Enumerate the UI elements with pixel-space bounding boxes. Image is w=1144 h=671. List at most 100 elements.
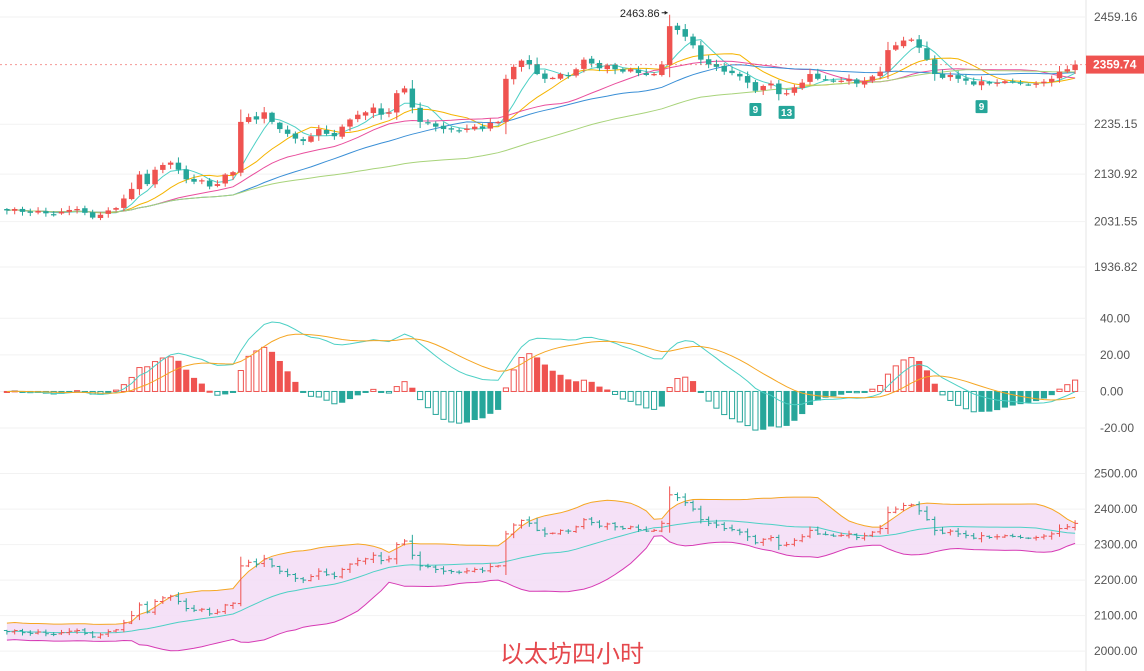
price-tick-label: 1936.82 (1094, 260, 1138, 274)
macd-histogram-bar (222, 390, 229, 395)
macd-histogram-bar (884, 373, 892, 392)
macd-histogram-bar (432, 390, 439, 415)
macd-tick-label: 20.00 (1100, 348, 1130, 362)
candle-body (838, 80, 844, 82)
candle-body (916, 39, 922, 48)
macd-histogram-bar (362, 390, 369, 393)
macd-histogram-bar (877, 384, 884, 392)
candle-body (35, 210, 41, 213)
candle-body (66, 209, 73, 212)
candle-body (27, 211, 34, 213)
macd-histogram-bar (198, 383, 205, 392)
ma-line-2 (6, 53, 1076, 214)
macd-histogram-bar (206, 390, 213, 393)
macd-histogram-bar (315, 390, 322, 398)
macd-histogram-bar (300, 390, 307, 393)
candle-body (409, 88, 416, 108)
candle-body (316, 129, 322, 136)
boll-tick-label: 2500.00 (1094, 467, 1138, 481)
candle-body (581, 59, 587, 69)
candle-body (900, 40, 907, 47)
candle-body (238, 121, 244, 173)
macd-histogram-bar (666, 387, 673, 392)
candle-body (1009, 81, 1016, 83)
candle-body (362, 112, 369, 116)
macd-histogram-bar (183, 369, 190, 392)
boll-tick-label: 2000.00 (1094, 644, 1138, 658)
candle-body (448, 128, 455, 130)
candle-body (19, 208, 26, 212)
macd-histogram-bar (923, 370, 931, 392)
macd-histogram-bar (534, 357, 541, 392)
candle-body (612, 64, 618, 70)
high-annotation-arrowhead (664, 10, 668, 15)
macd-histogram-bar (105, 390, 112, 393)
candle-body (846, 78, 852, 82)
candle-body (1041, 81, 1047, 84)
candle-body (721, 65, 727, 72)
macd-histogram-bar (900, 359, 907, 392)
macd-histogram-bar (853, 390, 860, 394)
candle-body (144, 173, 150, 185)
price-axis[interactable]: 2459.16 2235.15 2130.92 2031.55 1936.82 40.00… (1086, 10, 1144, 658)
candle-body (121, 198, 127, 208)
candle-body (230, 172, 236, 176)
candle-body (308, 136, 314, 142)
candle-body (620, 69, 626, 72)
candle-body (1064, 69, 1071, 72)
candle-body (861, 81, 868, 85)
macd-histogram-bar (955, 390, 962, 406)
candle-body (253, 116, 260, 120)
macd-histogram-bar (526, 353, 533, 392)
candle-body (370, 107, 377, 114)
candle-body (939, 73, 946, 78)
candle-body (604, 65, 611, 70)
td-marker-badge (778, 105, 795, 119)
candle-body (729, 70, 735, 74)
macd-histogram-bar (245, 355, 252, 392)
td-marker-label: 13 (781, 108, 793, 119)
macd-histogram-bar (128, 376, 135, 392)
macd-histogram-bar (643, 390, 650, 409)
candle-body (503, 78, 509, 122)
candle-body (534, 64, 540, 75)
macd-histogram-bar (471, 390, 478, 421)
candle-body (471, 126, 478, 130)
macd-histogram-bar (448, 390, 455, 423)
macd-histogram-bar (908, 357, 915, 392)
candle-body (986, 82, 993, 84)
candle-body (355, 114, 361, 120)
macd-histogram-bar (1072, 379, 1079, 392)
macd-histogram-bar (393, 386, 400, 392)
macd-histogram-bar (861, 390, 868, 393)
candle-body (214, 184, 221, 186)
macd-pane[interactable] (3, 321, 1079, 431)
macd-histogram-bar (705, 390, 712, 402)
macd-histogram-bar (627, 390, 634, 402)
candle-body (760, 85, 766, 91)
candle-body (947, 74, 954, 78)
td-marker-badge (749, 103, 762, 117)
macd-histogram-bar (401, 381, 408, 392)
price-pane[interactable]: 2463.86 9 13 9 (0, 8, 1086, 221)
candle-body (331, 132, 338, 137)
macd-tick-label: -20.00 (1100, 421, 1134, 435)
candle-body (682, 29, 688, 37)
macd-histogram-bar (619, 390, 626, 400)
macd-histogram-bar (573, 381, 580, 392)
macd-histogram-bar (736, 390, 743, 423)
macd-histogram-bar (541, 364, 548, 392)
macd-histogram-bar (268, 351, 276, 392)
macd-histogram-bar (190, 377, 198, 392)
last-price-label: 2359.74 (1093, 58, 1137, 72)
macd-histogram-bar (604, 389, 611, 392)
candle-body (378, 108, 384, 115)
macd-histogram-bar (518, 357, 525, 392)
macd-histogram-bar (744, 390, 751, 427)
bollinger-pane[interactable] (3, 486, 1079, 652)
candle-body (690, 36, 696, 46)
candle-body (588, 58, 595, 64)
candle-body (433, 123, 439, 127)
candle-body (744, 76, 751, 83)
price-tick-label: 2235.15 (1094, 117, 1138, 131)
